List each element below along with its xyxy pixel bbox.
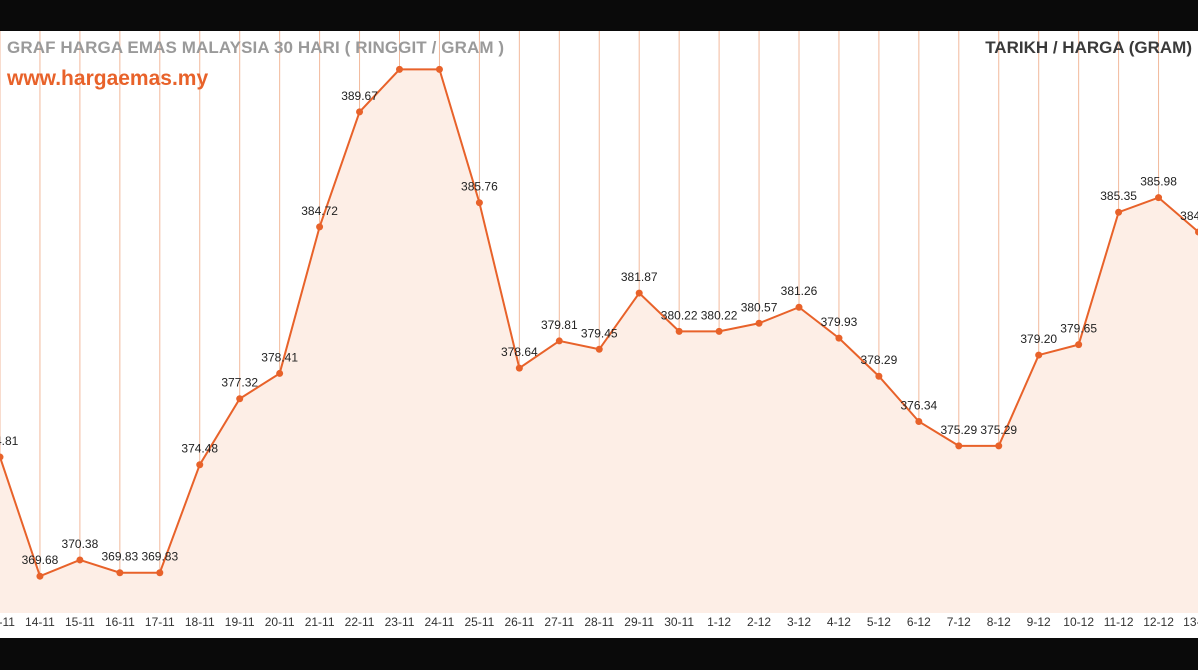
top-letterbox (0, 0, 1198, 31)
x-tick-label: 4-12 (827, 615, 851, 629)
data-label: 381.26 (781, 284, 818, 298)
x-tick-label: 1-12 (707, 615, 731, 629)
data-point (76, 556, 84, 564)
x-tick-label: 18-11 (185, 615, 215, 629)
x-tick-label: 5-12 (867, 615, 891, 629)
data-point (196, 461, 204, 469)
data-label: 374.48 (181, 442, 218, 456)
data-point (595, 345, 603, 353)
x-tick-label: 24-11 (425, 615, 455, 629)
data-label: 380.22 (701, 308, 738, 322)
data-point (236, 395, 244, 403)
data-label: 379.20 (1020, 332, 1057, 346)
data-point (555, 337, 563, 345)
data-label: 374.81 (0, 434, 19, 448)
x-tick-label: 19-11 (225, 615, 255, 629)
x-tick-label: 20-11 (265, 615, 295, 629)
data-label: 385.35 (1100, 189, 1137, 203)
x-tick-label: 9-12 (1027, 615, 1051, 629)
data-point (835, 334, 843, 342)
data-point (475, 199, 483, 207)
x-tick-label: 10-12 (1063, 615, 1094, 629)
data-point (635, 289, 643, 297)
data-label: 369.83 (141, 550, 178, 564)
data-point (955, 442, 963, 450)
x-tick-label: 27-11 (544, 615, 574, 629)
data-point (156, 569, 164, 577)
data-point (515, 364, 523, 372)
x-tick-label: 30-11 (664, 615, 694, 629)
data-point (715, 327, 723, 335)
x-tick-label: 2-12 (747, 615, 771, 629)
data-label: 378.64 (501, 345, 538, 359)
x-tick-label: 13-12 (1183, 615, 1198, 629)
data-label: 389.67 (341, 89, 378, 103)
data-label: 380.57 (741, 300, 778, 314)
area-fill (0, 69, 1198, 613)
data-point (316, 223, 324, 231)
data-label: 376.34 (900, 399, 937, 413)
chart-title: GRAF HARGA EMAS MALAYSIA 30 HARI ( RINGG… (7, 38, 505, 57)
x-tick-label: 13-11 (0, 615, 15, 629)
data-label: 384.72 (301, 204, 338, 218)
bottom-letterbox (0, 638, 1198, 670)
x-tick-label: 6-12 (907, 615, 931, 629)
x-tick-label: 15-11 (65, 615, 95, 629)
x-tick-label: 28-11 (584, 615, 614, 629)
data-point (915, 418, 923, 426)
data-label: 378.41 (261, 350, 298, 364)
data-point (675, 327, 683, 335)
x-tick-label: 8-12 (987, 615, 1011, 629)
data-label: 378.29 (861, 353, 898, 367)
data-point (1155, 194, 1163, 202)
data-point (36, 572, 44, 580)
data-point (276, 369, 284, 377)
x-tick-label: 29-11 (624, 615, 654, 629)
data-point (1195, 228, 1198, 236)
data-point (1075, 341, 1083, 349)
data-label: 379.45 (581, 326, 618, 340)
data-point (795, 303, 803, 311)
site-url: www.hargaemas.my (7, 67, 209, 90)
data-point (1035, 351, 1043, 359)
x-tick-label: 14-11 (25, 615, 55, 629)
data-label: 379.81 (541, 318, 578, 332)
x-tick-label: 17-11 (145, 615, 175, 629)
data-label: 375.29 (980, 423, 1017, 437)
data-point (1115, 208, 1123, 216)
data-label: 370.38 (62, 537, 99, 551)
x-tick-label: 12-12 (1143, 615, 1174, 629)
legend-label: TARIKH / HARGA (GRAM) (985, 38, 1192, 57)
data-point (396, 65, 403, 73)
data-label: 385.98 (1140, 175, 1177, 189)
data-point (995, 442, 1003, 450)
x-tick-label: 3-12 (787, 615, 811, 629)
data-label: 369.83 (101, 550, 138, 564)
data-point (875, 372, 883, 380)
x-tick-label: 23-11 (385, 615, 415, 629)
x-tick-label: 25-11 (464, 615, 494, 629)
data-point (116, 569, 124, 577)
data-label: 379.65 (1060, 322, 1097, 336)
data-label: 381.87 (621, 270, 658, 284)
data-point (435, 65, 443, 73)
x-tick-label: 7-12 (947, 615, 971, 629)
data-label: 369.68 (22, 553, 59, 567)
data-label: 385.76 (461, 180, 498, 194)
data-label: 375.29 (940, 423, 977, 437)
x-tick-label: 16-11 (105, 615, 135, 629)
x-tick-label: 11-12 (1104, 615, 1134, 629)
x-tick-label: 22-11 (345, 615, 375, 629)
data-label: 380.22 (661, 308, 698, 322)
data-point (755, 319, 763, 327)
data-point (0, 453, 4, 461)
data-point (356, 108, 364, 116)
data-label: 377.32 (221, 376, 258, 390)
x-tick-label: 26-11 (504, 615, 534, 629)
chart-area: 374.81369.68370.38369.83369.83374.48377.… (0, 31, 1198, 638)
data-label: 379.93 (821, 315, 858, 329)
line-chart: 374.81369.68370.38369.83369.83374.48377.… (0, 31, 1198, 629)
data-label: 384.50 (1180, 209, 1198, 223)
x-tick-label: 21-11 (305, 615, 335, 629)
